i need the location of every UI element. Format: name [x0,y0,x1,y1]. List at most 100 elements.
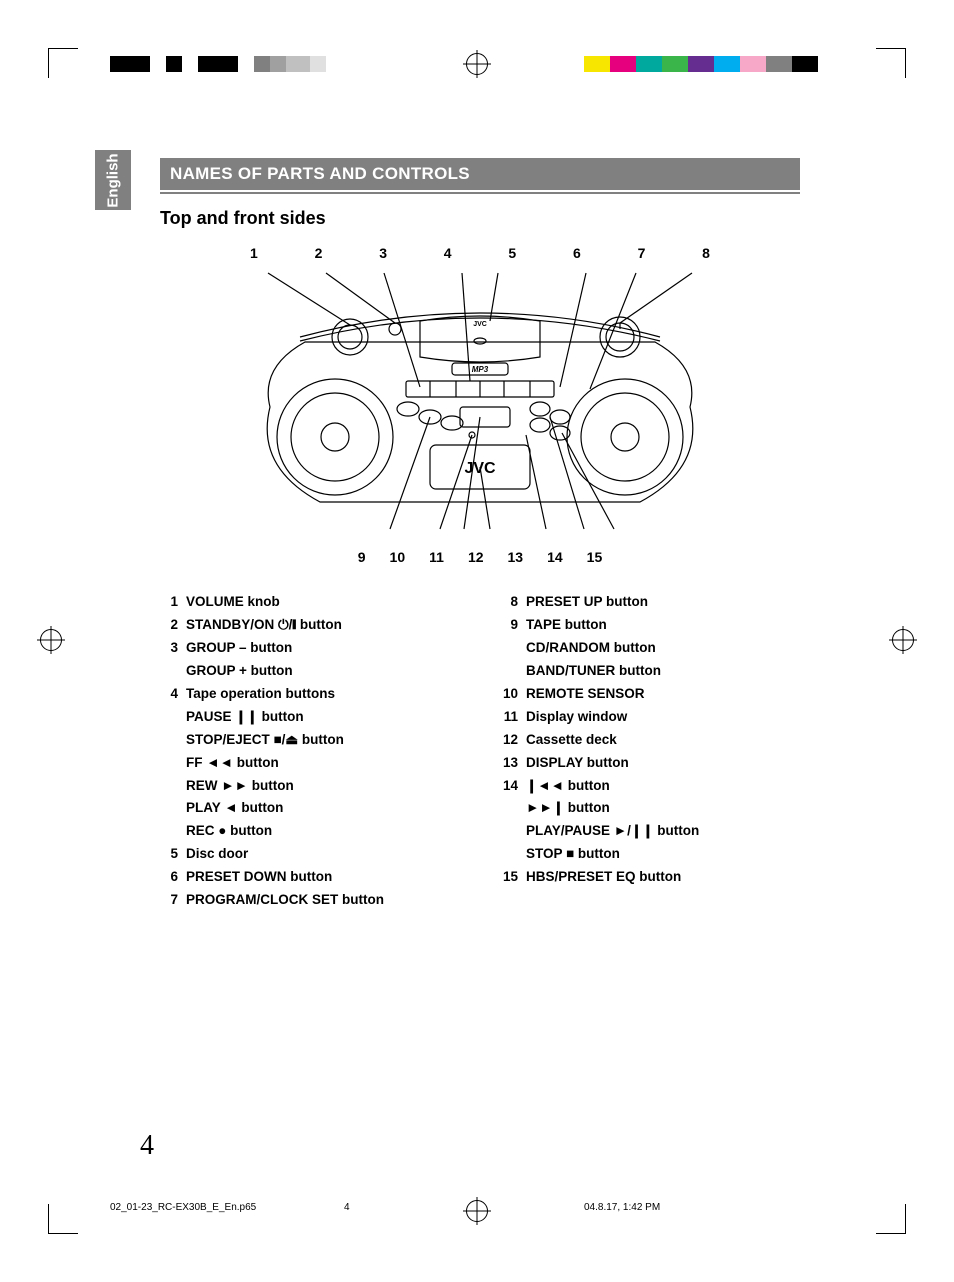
reg-swatch [688,56,714,72]
parts-list-row: GROUP + button [160,660,460,683]
parts-list-left: 1VOLUME knob2STANDBY/ON ⏻/❙ button3GROUP… [160,591,460,912]
parts-list-row: BAND/TUNER button [500,660,800,683]
parts-item-label: GROUP – button [186,637,460,660]
parts-list-right: 8PRESET UP button9TAPE buttonCD/RANDOM b… [500,591,800,912]
parts-item-number: 4 [160,683,186,706]
parts-list-row: REW ►► button [160,775,460,798]
parts-list-row: 4Tape operation buttons [160,683,460,706]
parts-list-row: 15HBS/PRESET EQ button [500,866,800,889]
parts-item-label: HBS/PRESET EQ button [526,866,800,889]
registration-crosshair [40,629,62,651]
parts-list-row: ►►❙ button [500,797,800,820]
parts-item-number [500,820,526,843]
reg-swatch [636,56,662,72]
parts-item-label: PROGRAM/CLOCK SET button [186,889,460,912]
parts-item-number [500,843,526,866]
parts-item-number [160,660,186,683]
parts-list-row: 13DISPLAY button [500,752,800,775]
parts-item-number [160,729,186,752]
parts-item-number: 9 [500,614,526,637]
parts-list-row: 14❙◄◄ button [500,775,800,798]
footer-timestamp: 04.8.17, 1:42 PM [584,1202,660,1213]
language-tab-label: English [105,153,122,207]
svg-text:MP3: MP3 [472,365,489,374]
callouts-bottom-row: 9101112131415 [240,549,720,565]
reg-swatch [326,56,350,72]
parts-item-label: STOP/EJECT ■/⏏ button [186,729,460,752]
parts-list-row: 11Display window [500,706,800,729]
parts-item-label: PRESET DOWN button [186,866,460,889]
parts-list-row: 5Disc door [160,843,460,866]
reg-swatch [662,56,688,72]
reg-swatch [714,56,740,72]
parts-item-number [500,637,526,660]
callout-number: 10 [390,549,406,565]
parts-item-label: Tape operation buttons [186,683,460,706]
reg-swatch [584,56,610,72]
parts-item-number: 7 [160,889,186,912]
reg-swatch [766,56,792,72]
parts-item-label: GROUP + button [186,660,460,683]
parts-item-label: DISPLAY button [526,752,800,775]
parts-item-number: 13 [500,752,526,775]
reg-swatch [740,56,766,72]
parts-item-label: PLAY/PAUSE ►/❙❙ button [526,820,800,843]
registration-crosshair [892,629,914,651]
reg-swatch [610,56,636,72]
parts-list-row: PLAY/PAUSE ►/❙❙ button [500,820,800,843]
parts-list-row: 2STANDBY/ON ⏻/❙ button [160,614,460,637]
parts-item-number [160,797,186,820]
callout-number: 2 [315,245,323,261]
parts-item-label: REMOTE SENSOR [526,683,800,706]
page: English NAMES OF PARTS AND CONTROLS Top … [0,0,954,1282]
parts-item-label: ►►❙ button [526,797,800,820]
parts-item-number: 6 [160,866,186,889]
parts-lists: 1VOLUME knob2STANDBY/ON ⏻/❙ button3GROUP… [160,591,800,912]
parts-item-label: PRESET UP button [526,591,800,614]
parts-item-number: 2 [160,614,186,637]
reg-swatch [254,56,270,72]
parts-list-row: 1VOLUME knob [160,591,460,614]
registration-bar-right [584,56,844,72]
callout-number: 13 [508,549,524,565]
callout-number: 3 [379,245,387,261]
page-number: 4 [140,1130,154,1162]
parts-item-number [500,660,526,683]
callout-number: 5 [508,245,516,261]
callout-number: 6 [573,245,581,261]
parts-item-number [160,706,186,729]
language-tab: English [95,150,131,210]
reg-swatch [270,56,286,72]
reg-swatch [286,56,310,72]
parts-item-number [160,752,186,775]
parts-list-row: STOP/EJECT ■/⏏ button [160,729,460,752]
callout-number: 9 [358,549,366,565]
parts-item-number: 15 [500,866,526,889]
parts-list-row: REC ● button [160,820,460,843]
parts-list-row: 12Cassette deck [500,729,800,752]
parts-item-number: 12 [500,729,526,752]
reg-swatch [110,56,150,72]
svg-text:JVC: JVC [464,460,496,477]
reg-swatch [150,56,166,72]
parts-item-number: 8 [500,591,526,614]
svg-text:JVC: JVC [473,321,487,328]
reg-swatch [166,56,182,72]
parts-item-label: FF ◄◄ button [186,752,460,775]
crop-mark [48,48,88,88]
crop-mark [866,1194,906,1234]
parts-item-label: STANDBY/ON ⏻/❙ button [186,614,460,637]
reg-swatch [182,56,198,72]
subheading: Top and front sides [160,208,800,229]
parts-item-label: Display window [526,706,800,729]
parts-item-number: 1 [160,591,186,614]
callout-number: 4 [444,245,452,261]
parts-list-row: STOP ■ button [500,843,800,866]
registration-bar-left [110,56,350,72]
parts-list-row: 6PRESET DOWN button [160,866,460,889]
callouts-top-row: 12345678 [240,245,720,261]
parts-item-label: VOLUME knob [186,591,460,614]
parts-item-label: Cassette deck [526,729,800,752]
parts-item-label: CD/RANDOM button [526,637,800,660]
parts-item-label: REC ● button [186,820,460,843]
